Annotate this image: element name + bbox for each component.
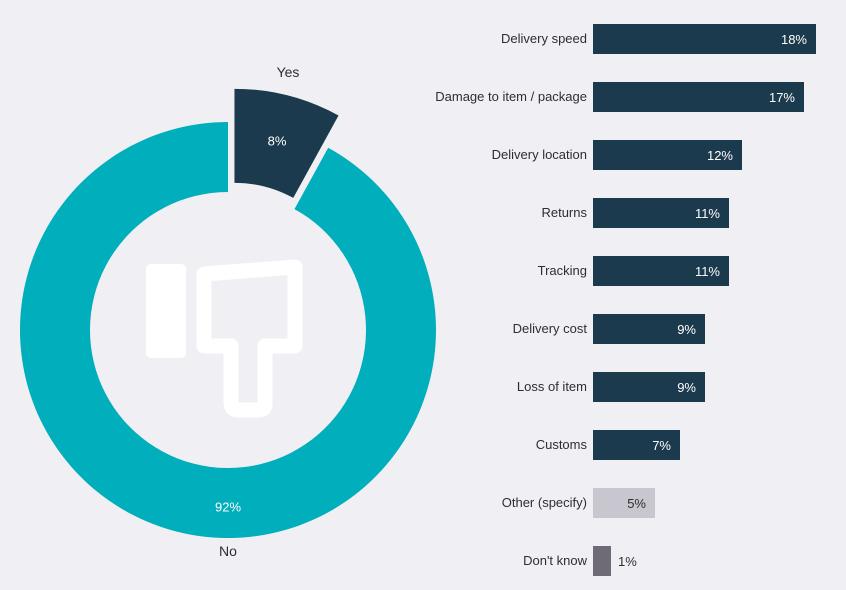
bar-delivery-speed: 18% [593,24,816,54]
donut-label-no: No [219,543,237,559]
bar-customs: 7% [593,430,680,460]
bar-returns: 11% [593,198,729,228]
donut-segment-no [19,121,436,538]
bar-row-loss-of-item: Loss of item 9% [430,358,846,416]
bar-category-label: Returns [541,204,587,220]
bar-loss-of-item: 9% [593,372,705,402]
thumbs-down-icon [146,259,303,418]
bar-value-label: 18% [780,31,807,47]
bar-value-label: 9% [677,379,696,395]
bar-category-label: Delivery speed [501,30,587,46]
thumbs-down-cuff [146,264,186,358]
bar-row-tracking: Tracking 11% [430,242,846,300]
thumbs-down-hand [196,259,303,418]
donut-value-yes: 8% [267,133,287,149]
bar-value-label: 1% [618,553,637,569]
bar-row-damage-to-item-package: Damage to item / package 17% [430,68,846,126]
bar-value-label: 12% [706,147,733,163]
bar-damage-to-item-package: 17% [593,82,804,112]
bar-value-label: 11% [694,263,720,279]
bar-value-label: 7% [652,437,671,453]
bar-chart: Delivery speed 18% Damage to item / packag… [430,10,846,590]
bar-value-label: 11% [694,205,720,221]
bar-category-label: Customs [535,436,587,452]
bar-other-specify: 5% [593,488,655,518]
donut-label-yes: Yes [276,64,300,80]
bar-value-label: 5% [627,495,646,511]
donut-segment-yes [234,88,339,198]
donut-value-no: 92% [214,499,242,515]
bar-tracking: 11% [593,256,729,286]
bar-category-label: Delivery location [491,146,587,162]
bar-delivery-cost: 9% [593,314,705,344]
bar-row-don-t-know: Don't know 1% [430,532,846,590]
bar-category-label: Loss of item [516,378,587,394]
bar-category-label: Delivery cost [512,320,587,336]
bar-row-returns: Returns 11% [430,184,846,242]
bar-category-label: Don't know [523,552,587,568]
bar-category-label: Other (specify) [501,494,587,510]
donut-svg [19,88,436,538]
bar-value-label: 9% [677,321,696,337]
bar-category-label: Tracking [537,262,587,278]
bar-don-t-know [593,546,611,576]
donut-chart: Yes 8% 92% No [19,64,436,559]
bar-row-delivery-cost: Delivery cost 9% [430,300,846,358]
bar-delivery-location: 12% [593,140,742,170]
bar-row-other-specify: Other (specify) 5% [430,474,846,532]
bar-row-customs: Customs 7% [430,416,846,474]
bar-row-delivery-location: Delivery location 12% [430,126,846,184]
bar-value-label: 17% [768,89,795,105]
bar-row-delivery-speed: Delivery speed 18% [430,10,846,68]
bar-category-label: Damage to item / package [435,88,587,104]
